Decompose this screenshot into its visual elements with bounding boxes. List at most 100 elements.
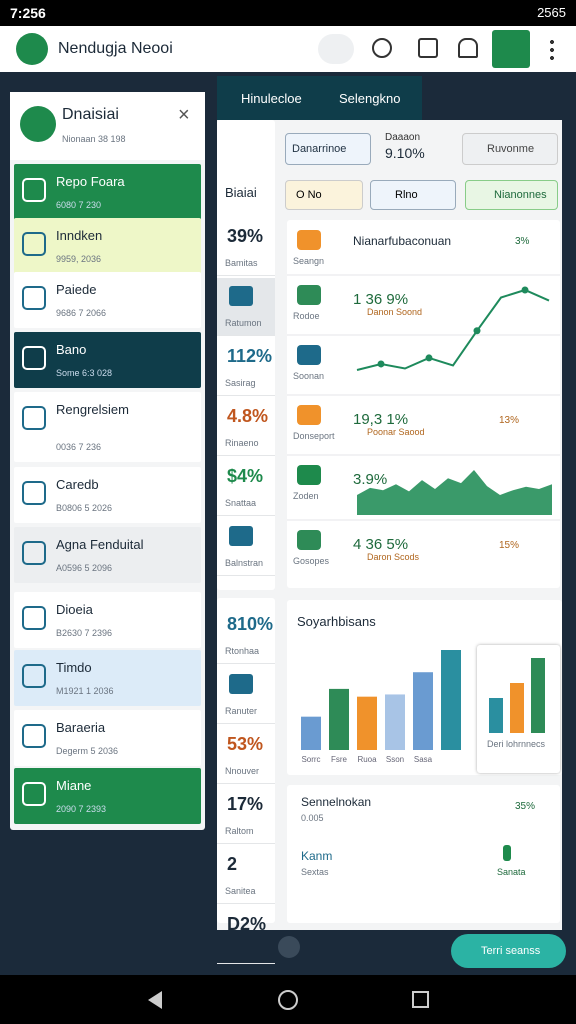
stat-item: Ratumon bbox=[217, 278, 275, 336]
item-icon bbox=[22, 406, 46, 430]
item-sub: 6080 7 230 bbox=[56, 200, 102, 210]
row-icon bbox=[297, 230, 321, 250]
tab[interactable]: Selengkno bbox=[339, 91, 401, 106]
list-item[interactable]: Paiede 9686 7 2066 bbox=[14, 272, 201, 328]
app-logo[interactable] bbox=[16, 33, 48, 65]
mini-card: Deri lohrnnecs bbox=[477, 645, 560, 773]
row-label: Donseport bbox=[293, 431, 335, 441]
x-label: Sorrc bbox=[301, 755, 320, 764]
row-note: Danon Soond bbox=[367, 307, 423, 317]
row-label: Rodoe bbox=[293, 311, 320, 321]
status-bar: 7:256 2565 bbox=[0, 0, 576, 26]
list-item[interactable]: Timdo M1921 1 2036 bbox=[14, 650, 201, 706]
status-icon bbox=[503, 845, 511, 861]
item-icon bbox=[22, 782, 46, 806]
list-item[interactable]: Rengrelsiem 0036 7 236 bbox=[14, 392, 201, 462]
stat-item: 2 Sanitea bbox=[217, 846, 275, 904]
item-sub: 2090 7 2393 bbox=[56, 804, 107, 814]
close-button[interactable]: × bbox=[178, 104, 190, 126]
recents-button[interactable] bbox=[412, 991, 429, 1008]
list-item[interactable]: Miane 2090 7 2393 bbox=[14, 768, 201, 824]
stats-heading: Biaiai bbox=[225, 185, 257, 200]
back-button[interactable] bbox=[148, 991, 162, 1009]
chat-button[interactable] bbox=[372, 38, 392, 58]
home-button[interactable] bbox=[278, 990, 298, 1010]
mini-chart bbox=[489, 658, 545, 733]
bar bbox=[531, 658, 545, 733]
item-title: Inndken bbox=[56, 228, 103, 243]
item-icon bbox=[22, 286, 46, 310]
battery: 2565 bbox=[537, 5, 566, 20]
sidebar-header: Dnaisiai Nionaan 38 198 × bbox=[10, 92, 205, 160]
stat-value: 39% bbox=[227, 226, 264, 246]
filter-chip[interactable]: Ruvonme bbox=[462, 133, 558, 165]
pin-button[interactable] bbox=[418, 38, 438, 58]
stat-label: Bamitas bbox=[225, 258, 258, 268]
stat-label: Balnstran bbox=[225, 558, 264, 568]
item-sub: 9686 7 2066 bbox=[56, 308, 107, 318]
menu-button[interactable] bbox=[550, 38, 554, 60]
profile-button[interactable] bbox=[492, 30, 530, 68]
notification-button[interactable] bbox=[458, 38, 478, 58]
stat-item: 53% Nnouver bbox=[217, 726, 275, 784]
item-icon bbox=[22, 346, 46, 370]
bottom-card: Sennelnokan 0.005 35% Kanm Sextas Sanata bbox=[287, 785, 560, 923]
bar bbox=[385, 694, 405, 750]
right-sub: Sanata bbox=[497, 867, 526, 877]
stat-item: 112% Sasirag bbox=[217, 338, 275, 396]
item-title: Bano bbox=[56, 342, 87, 357]
list-item[interactable]: Dioeia B2630 7 2396 bbox=[14, 592, 201, 648]
stats-column: 810% Rtonhaa Ranuter 53% Nnouver 17% Raltom 2 Sa… bbox=[217, 598, 275, 964]
filter-chip[interactable]: Nianonnes bbox=[465, 180, 558, 210]
item-title: Timdo bbox=[56, 660, 92, 675]
overview-charts bbox=[287, 274, 560, 521]
metric-value: 9.10% bbox=[385, 145, 425, 161]
stat-value: D2% bbox=[227, 914, 267, 934]
stats-column: Biaiai 39% Bamitas Ratumon 112% Sasirag 4.8% R… bbox=[217, 120, 275, 590]
row-icon bbox=[297, 530, 321, 550]
item-icon bbox=[22, 481, 46, 505]
stat-label: Ranuter bbox=[225, 706, 258, 716]
item-sub: 0036 7 236 bbox=[56, 442, 102, 452]
x-label: Sson bbox=[386, 755, 404, 764]
list-item[interactable]: Caredb B0806 5 2026 bbox=[14, 467, 201, 523]
list-item[interactable]: Bano Some 6:3 028 bbox=[14, 332, 201, 388]
point bbox=[377, 360, 385, 368]
fab[interactable]: Terri seanss bbox=[451, 934, 566, 968]
card-title: Soyarhbisans bbox=[297, 614, 376, 629]
search-button[interactable] bbox=[318, 34, 354, 64]
row-icon bbox=[297, 285, 321, 305]
stat-label: Snattaa bbox=[225, 498, 257, 508]
list-item[interactable]: Repo Foara 6080 7 230 bbox=[14, 164, 201, 220]
row-badge: 13% bbox=[499, 415, 520, 426]
filter-chip[interactable]: O No bbox=[285, 180, 363, 210]
filter-chip[interactable]: Rlno bbox=[370, 180, 456, 210]
tab-bar: Hinulecloe Selengkno bbox=[217, 76, 422, 120]
bar bbox=[441, 650, 461, 750]
app-bar: Nendugja Neooi bbox=[0, 26, 576, 72]
card-title: Nianarfubaconuan bbox=[353, 234, 452, 248]
bar bbox=[413, 672, 433, 750]
point bbox=[425, 354, 433, 362]
row-note: Daron Scods bbox=[367, 552, 420, 562]
bar bbox=[301, 716, 321, 750]
tab[interactable]: Hinulecloe bbox=[241, 91, 302, 106]
list-item[interactable]: Baraeria Degerm 5 2036 bbox=[14, 710, 201, 766]
badge: 35% bbox=[515, 801, 536, 812]
filter-chip[interactable]: Danarrinoe bbox=[285, 133, 371, 165]
stat-value: 4.8% bbox=[227, 406, 269, 426]
area bbox=[357, 470, 552, 515]
item-sub: Some 6:3 028 bbox=[56, 368, 113, 378]
bar-chart: Sorrc Fsre Ruoa Sson Sasa bbox=[301, 650, 461, 764]
row-label: Zoden bbox=[293, 491, 319, 501]
row-badge: 15% bbox=[499, 540, 520, 551]
list-item[interactable]: Inndken 9959, 2036 bbox=[14, 218, 201, 274]
row-icon bbox=[297, 345, 321, 365]
line bbox=[356, 288, 550, 371]
stat-label: Ratumon bbox=[225, 318, 262, 328]
list-item[interactable]: Agna Fenduital A0596 5 2096 bbox=[14, 527, 201, 583]
x-label: Sasa bbox=[414, 755, 433, 764]
sidebar: Dnaisiai Nionaan 38 198 × Repo Foara 6080… bbox=[10, 92, 205, 830]
item-title: Rengrelsiem bbox=[56, 402, 129, 417]
